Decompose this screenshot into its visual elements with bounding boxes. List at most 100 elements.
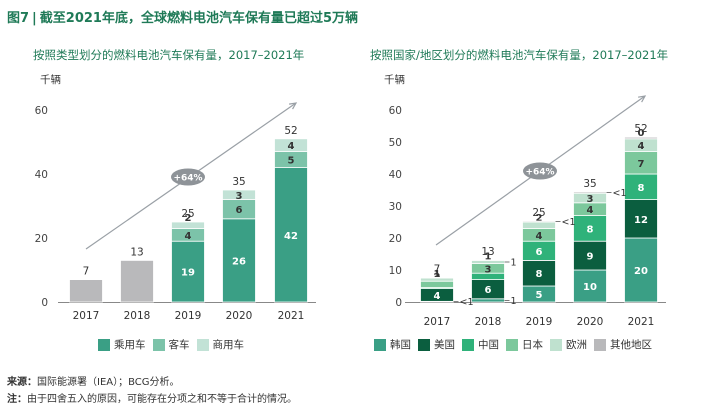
left-bar-total-label: 25 [181,208,194,220]
right-side-label: <1 [460,297,474,308]
left-x-tick-label: 2017 [73,310,100,322]
legend-label: 韩国 [390,339,411,351]
left-bar-total-label: 7 [83,266,90,278]
legend-item: 乘用车 [98,337,146,352]
right-side-label: <1 [562,217,576,228]
right-segment-label: 8 [536,269,543,280]
legend-label: 乘用车 [114,339,146,351]
right-y-tick-label: 0 [395,297,402,309]
left-segment-label: 4 [288,141,295,152]
right-bar-total-label: 35 [583,178,596,190]
right-legend: 韩国 美国 中国 日本 欧洲 其他地区 [374,337,659,352]
left-segment-label: 26 [232,256,246,267]
right-y-tick-label: 40 [389,169,402,181]
right-growth-badge-label: +64% [525,168,554,178]
right-side-label: 1 [511,258,517,269]
right-bar-segment [624,199,658,239]
left-segment-label: 3 [236,191,243,202]
right-bar-total-label: 52 [634,123,647,135]
left-bar-total-label: 52 [284,125,297,137]
right-segment-label: 4 [434,291,441,302]
figure-label: 图7 [7,11,30,26]
legend-item: 美国 [418,337,455,352]
right-segment-label: 4 [587,205,594,216]
left-bar-total-label: 35 [232,176,245,188]
left-x-tick-label: 2021 [278,310,305,322]
source-note: 来源：国际能源署（IEA）；BCG分析。 [7,373,180,388]
right-segment-label: 3 [587,194,594,205]
left-y-unit-label: 千辆 [40,73,61,86]
right-growth-arrow-head [637,95,647,103]
right-segment-label: 9 [587,252,594,263]
right-segment-label: 2 [536,213,543,224]
right-y-tick-label: 30 [389,201,402,213]
legend-swatch [98,338,110,351]
right-segment-label: 0 [638,128,645,139]
right-x-tick-label: 2018 [475,316,502,328]
legend-item: 客车 [152,337,190,352]
right-segment-label: 6 [485,285,492,296]
right-segment-label: 20 [634,266,648,277]
remark-text: 由于四舍五入的原因，可能存在分项之和不等于合计的情况。 [27,394,297,405]
left-y-tick-label: 40 [35,169,48,181]
right-bar-segment [522,220,556,223]
left-bar-segment [171,221,205,229]
legend-label: 美国 [434,339,455,351]
legend-swatch [152,338,165,351]
legend-label: 客车 [168,339,190,351]
left-y-tick-label: 20 [35,233,48,245]
legend-item: 韩国 [374,337,411,352]
figure-title-text: 截至2021年底，全球燃料电池汽车保有量已超过5万辆 [39,11,359,26]
right-x-tick-label: 2020 [577,316,604,328]
right-bar-segment [573,215,607,242]
legend-item: 日本 [506,337,543,352]
right-segment-label: 4 [638,141,645,152]
right-segment-label: 8 [587,224,594,235]
right-segment-label: 12 [634,215,648,226]
right-bar-segment [624,136,658,140]
legend-item: 商用车 [196,337,244,352]
right-x-tick-label: 2019 [526,316,553,328]
right-y-tick-label: 60 [389,105,402,117]
remark-note: 注：由于四舍五入的原因，可能存在分项之和不等于合计的情况。 [7,390,297,405]
legend-label: 其他地区 [610,339,652,351]
legend-swatch [418,338,430,351]
right-segment-label: 1 [434,269,441,280]
right-y-tick-label: 50 [389,137,402,149]
legend-swatch [374,338,386,351]
right-segment-label: 10 [583,282,597,293]
left-bar-segment [274,138,308,153]
left-segment-label: 4 [185,231,192,242]
left-bar-segment [222,189,256,200]
left-segment-label: 6 [236,205,243,216]
left-growth-badge-label: +64% [173,174,202,184]
right-segment-label: 4 [536,231,543,242]
source-text: 国际能源署（IEA）；BCG分析。 [37,377,180,388]
left-x-tick-label: 2019 [175,310,202,322]
right-segment-label: 1 [485,251,492,262]
remark-label: 注： [7,394,27,405]
right-segment-label: 3 [485,264,492,275]
left-growth-badge [171,168,205,186]
left-y-tick-label: 60 [35,105,48,117]
right-growth-badge [523,162,557,180]
left-segment-label: 5 [288,156,295,167]
left-segment-label: 42 [284,231,298,242]
left-y-tick-label: 0 [41,297,48,309]
left-bar-segment [69,279,103,303]
right-bar-total-label: 7 [434,263,441,275]
left-chart-title: 按照类型划分的燃料电池汽车保有量，2017–2021年 [33,48,305,62]
figure-title: 图7 | 截至2021年底，全球燃料电池汽车保有量已超过5万辆 [7,7,358,26]
right-side-label: <1 [613,188,627,199]
legend-swatch [196,338,209,351]
legend-item: 其他地区 [594,337,652,352]
legend-label: 欧洲 [566,339,587,351]
legend-item: 中国 [462,337,499,352]
right-segment-label: 6 [536,247,543,258]
right-bar-segment [471,259,505,261]
right-bar-segment [522,259,556,287]
right-x-tick-label: 2021 [628,316,655,328]
legend-swatch [506,338,518,351]
right-side-label: 1 [511,296,517,307]
right-segment-label: 8 [638,183,645,194]
